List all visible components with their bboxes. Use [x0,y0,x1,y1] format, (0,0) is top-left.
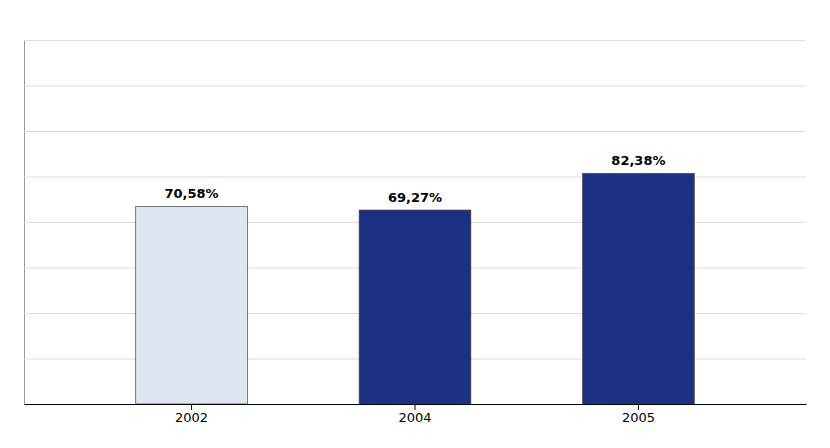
bar [359,210,471,404]
bar [583,173,695,404]
x-tick-label: 2002 [175,410,208,425]
chart-container: 2002 2004 2005 70,58% 69,27% 82,38% [0,0,830,448]
x-tick-label: 2005 [622,410,655,425]
grid-line [24,131,806,132]
grid-line [24,86,806,87]
chart-svg: 2002 2004 2005 70,58% 69,27% 82,38% [0,0,830,448]
data-labels: 70,58% 69,27% 82,38% [164,153,665,205]
x-tick: 2002 [175,404,208,425]
x-axis: 2002 2004 2005 [25,404,807,425]
bar [136,206,248,404]
plot-area: 2002 2004 2005 70,58% 69,27% 82,38% [24,41,807,426]
x-tick: 2004 [398,404,431,425]
y-tick [24,86,806,87]
x-tick-mark [638,404,639,410]
y-axis [24,41,806,405]
x-tick: 2005 [622,404,655,425]
data-label: 82,38% [611,153,665,168]
bars [136,173,695,404]
y-tick [24,131,806,132]
x-tick-mark [415,404,416,410]
data-label: 70,58% [164,186,218,201]
x-tick-label: 2004 [398,410,431,425]
data-label: 69,27% [388,190,442,205]
y-axis-line [25,41,807,405]
grid-line [24,40,806,41]
x-tick-mark [191,404,192,410]
y-tick [24,40,806,41]
